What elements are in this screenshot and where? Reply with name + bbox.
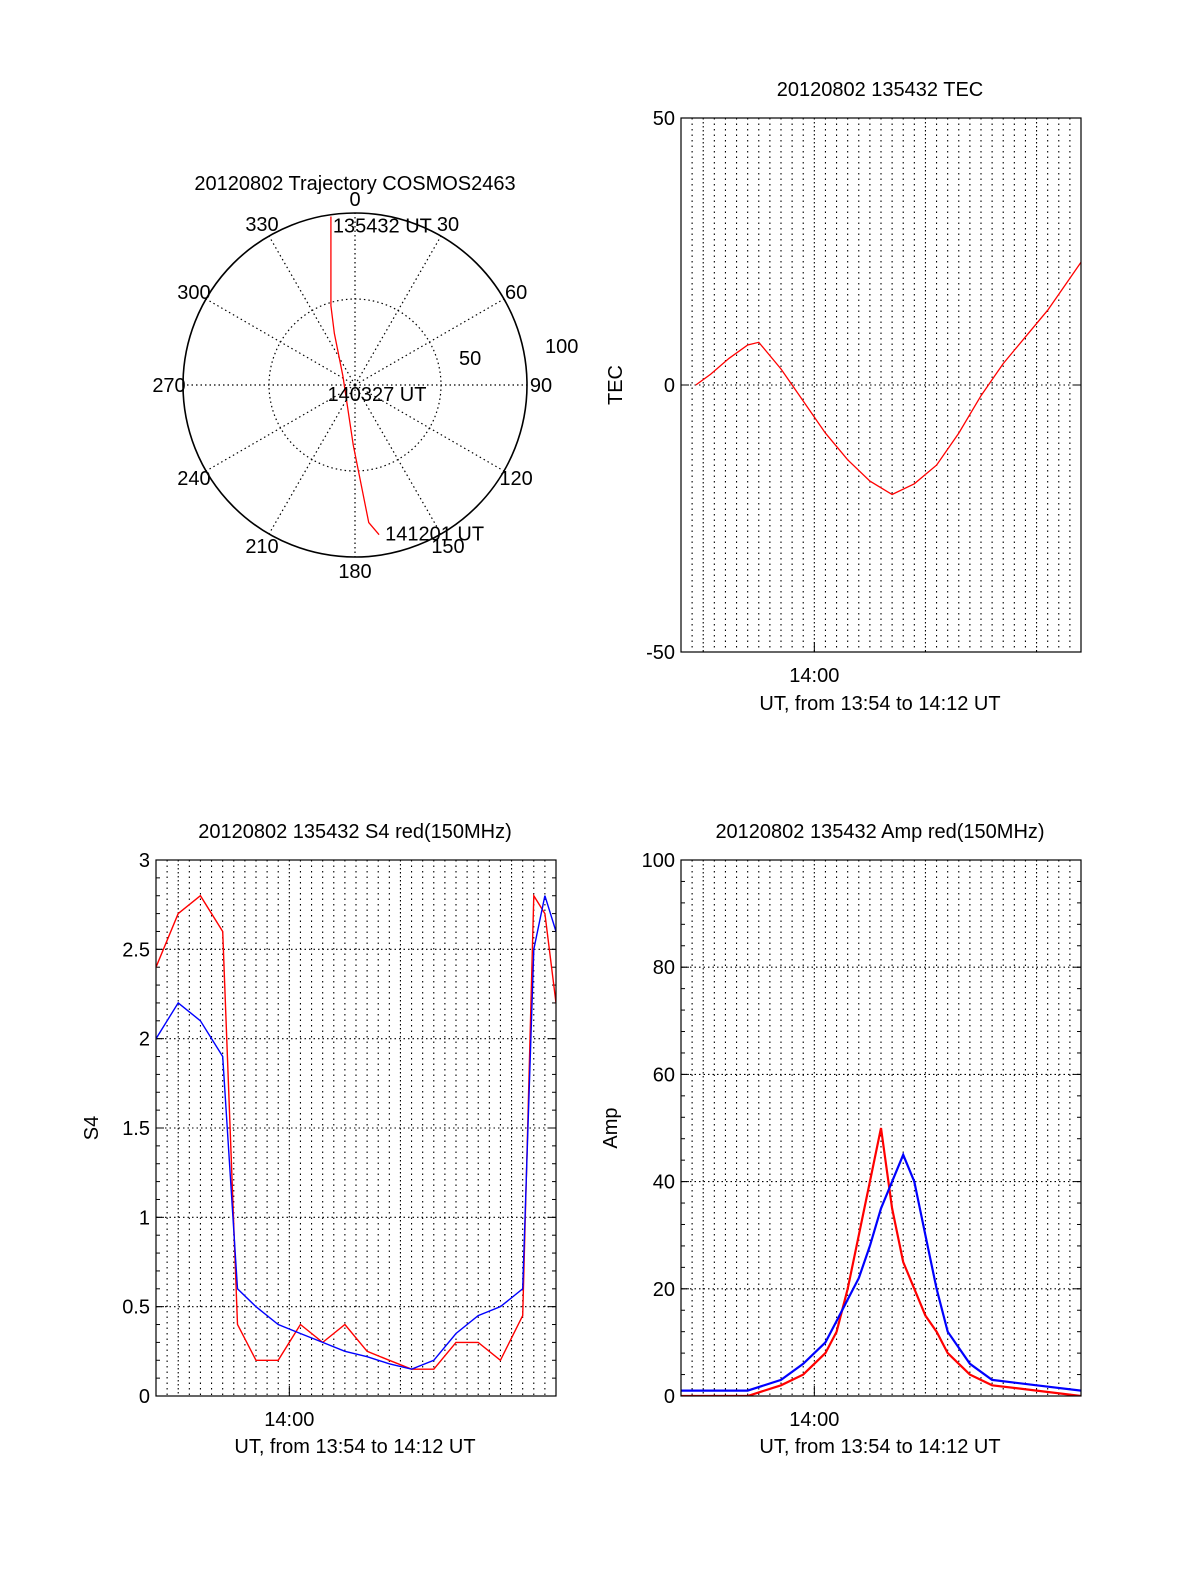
s4-xlabel: UT, from 13:54 to 14:12 UT [234, 1436, 475, 1458]
polar-angle-label: 90 [530, 375, 552, 397]
red-series-line [156, 893, 556, 1370]
polar-angle-label: 210 [245, 536, 278, 558]
red-series-line [681, 1127, 1081, 1396]
y-tick-label: 0 [664, 1386, 675, 1408]
x-tick-label: 14:00 [789, 665, 839, 687]
s4-title: 20120802 135432 S4 red(150MHz) [198, 821, 512, 843]
y-tick-label: 1.5 [122, 1118, 150, 1140]
polar-angle-label: 30 [437, 214, 459, 236]
red-series-line [695, 261, 1081, 496]
s4-plot-area: 3 2.5 2 1.5 1 0.5 0 14:00 [122, 850, 557, 1431]
tec-ylabel: TEC [605, 365, 627, 405]
plot-frame [680, 117, 1082, 653]
polar-angle-label: 300 [177, 282, 210, 304]
polar-angle-label: 120 [499, 468, 532, 490]
polar-angle-label: 0 [349, 189, 360, 211]
polar-spoke [268, 384, 356, 535]
x-tick-label: 14:00 [789, 1409, 839, 1431]
y-tick-label: -50 [646, 642, 675, 664]
trajectory-annotations: 135432 UT 140327 UT 141201 UT [328, 215, 485, 545]
tec-title: 20120802 135432 TEC [777, 79, 983, 101]
y-tick-label: 3 [139, 850, 150, 872]
polar-spoke [354, 384, 442, 535]
y-tick-label: 20 [653, 1279, 675, 1301]
polar-angle-label: 60 [505, 282, 527, 304]
plot-frame [680, 859, 1082, 1397]
s4-panel: 20120802 135432 S4 red(150MHz) S4 UT, fr… [81, 821, 557, 1458]
polar-spoke [354, 384, 505, 472]
trajectory-time-label: 140327 UT [328, 384, 427, 406]
amp-xlabel: UT, from 13:54 to 14:12 UT [759, 1436, 1000, 1458]
y-tick-label: 50 [653, 108, 675, 130]
y-tick-label: 0 [139, 1386, 150, 1408]
polar-angle-label: 150 [431, 536, 464, 558]
polar-grid [182, 212, 528, 558]
y-tick-label: 80 [653, 957, 675, 979]
y-tick-label: 0 [664, 375, 675, 397]
trajectory-title: 20120802 Trajectory COSMOS2463 [194, 173, 515, 195]
polar-spoke [354, 235, 442, 386]
polar-angle-label: 240 [177, 468, 210, 490]
trajectory-time-label: 135432 UT [333, 215, 432, 237]
y-tick-label: 2.5 [122, 939, 150, 961]
plot-frame [155, 859, 557, 1397]
s4-ylabel: S4 [81, 1116, 103, 1140]
polar-spoke [205, 384, 356, 472]
tec-panel: 20120802 135432 TEC TEC UT, from 13:54 t… [605, 79, 1082, 715]
trajectory-line [330, 216, 380, 536]
trajectory-series [330, 216, 380, 536]
y-tick-label: 40 [653, 1172, 675, 1194]
amp-panel: 20120802 135432 Amp red(150MHz) Amp UT, … [600, 821, 1082, 1458]
polar-angle-label: 180 [338, 561, 371, 583]
polar-angle-labels: 0 30 60 90 120 150 180 210 240 270 300 330 [152, 189, 552, 583]
polar-angle-label: 330 [245, 214, 278, 236]
y-tick-label: 2 [139, 1029, 150, 1051]
tec-plot-area: 50 0 -50 14:00 [646, 108, 1082, 687]
amp-ylabel: Amp [600, 1107, 622, 1148]
polar-radial-label: 100 [545, 336, 578, 358]
polar-radial-label: 50 [459, 348, 481, 370]
tec-xlabel: UT, from 13:54 to 14:12 UT [759, 693, 1000, 715]
blue-series-line [681, 1151, 1081, 1392]
trajectory-time-label: 141201 UT [385, 524, 484, 546]
polar-spoke [268, 235, 356, 386]
polar-spoke [205, 298, 356, 386]
y-tick-label: 60 [653, 1064, 675, 1086]
x-tick-label: 14:00 [264, 1409, 314, 1431]
blue-series-line [156, 895, 556, 1370]
polar-radial-labels: 50 100 [459, 336, 578, 370]
y-tick-label: 0.5 [122, 1297, 150, 1319]
y-tick-label: 1 [139, 1207, 150, 1229]
amp-plot-area: 100 80 60 40 20 0 14:00 [642, 850, 1082, 1431]
amp-title: 20120802 135432 Amp red(150MHz) [715, 821, 1044, 843]
trajectory-panel: 20120802 Trajectory COSMOS2463 0 30 60 90 12… [152, 173, 578, 583]
polar-angle-label: 270 [152, 375, 185, 397]
polar-spoke [354, 298, 505, 386]
y-tick-label: 100 [642, 850, 675, 872]
